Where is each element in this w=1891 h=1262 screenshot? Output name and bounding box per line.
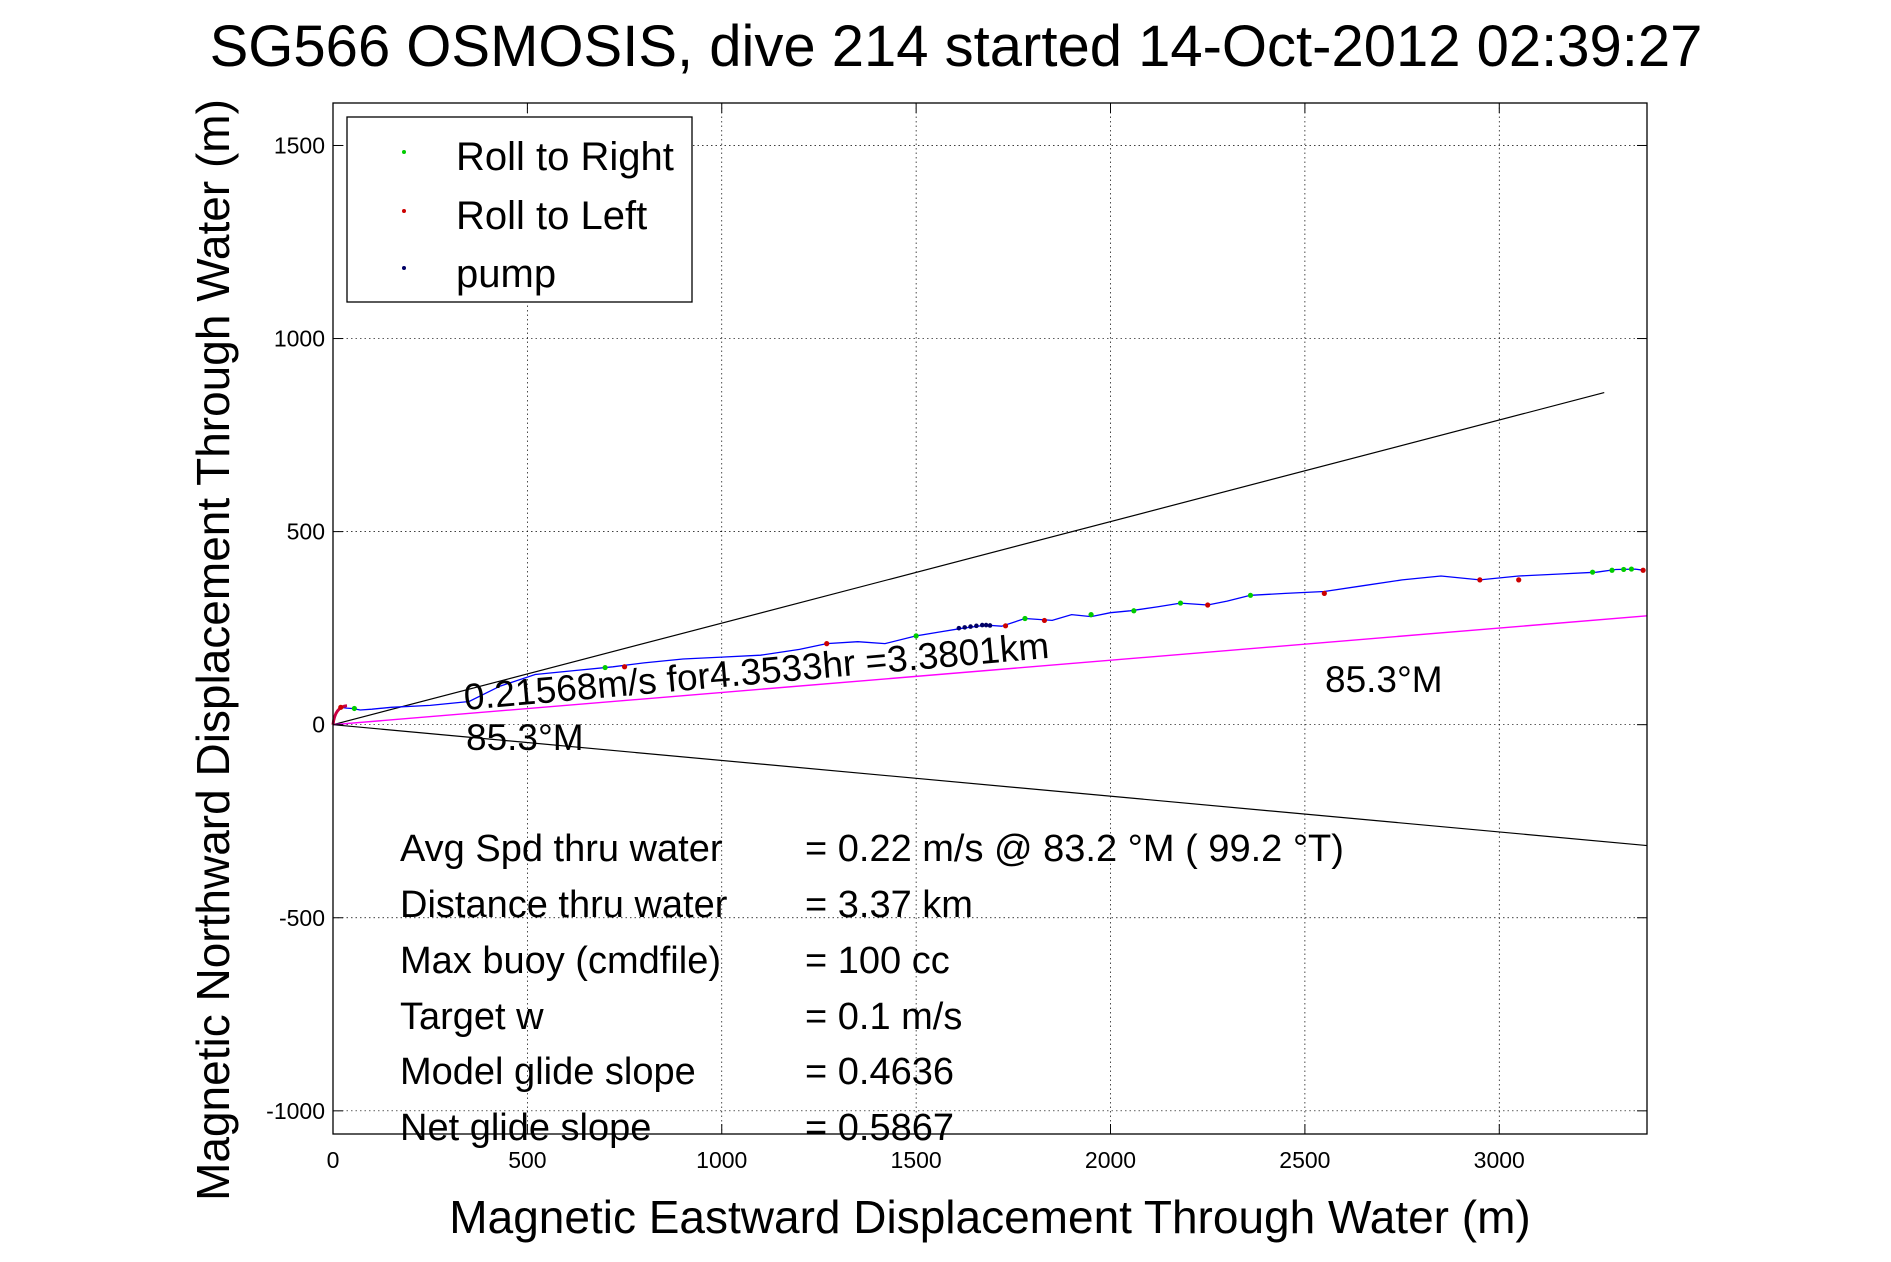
- roll-left-marker: [1477, 577, 1483, 583]
- marker-group: [338, 566, 1646, 712]
- tick-group: 0 500 1000 1500 2000 2500 3000 -1000 -500 0 500 100…: [266, 103, 1647, 1173]
- y-tick-label: 1000: [274, 326, 325, 352]
- stat-value: = 0.5867: [805, 1107, 954, 1149]
- roll-right-marker: [1628, 566, 1635, 572]
- legend: Roll to Right Roll to Left pump: [346, 116, 693, 303]
- x-axis-label: Magnetic Eastward Displacement Through W…: [449, 1191, 1530, 1243]
- y-tick-label: 500: [287, 519, 325, 545]
- roll-left-marker: [1205, 602, 1211, 608]
- stat-label: Model glide slope: [400, 1051, 696, 1093]
- x-tick-label: 1000: [696, 1147, 747, 1173]
- envelope-lines: [332, 392, 1648, 847]
- pump-marker: [979, 622, 985, 628]
- roll-right-marker: [1022, 615, 1028, 622]
- roll-left-marker: [1640, 567, 1646, 573]
- pump-marker: [987, 623, 993, 628]
- roll-left-marker: [1516, 577, 1522, 583]
- y-tick-label: -500: [279, 905, 325, 931]
- x-tick-label: 3000: [1474, 1147, 1525, 1173]
- roll-right-marker: [602, 664, 608, 671]
- heading-start-annotation: 85.3°M: [466, 717, 584, 758]
- y-axis-label: Magnetic Northward Displacement Through …: [187, 99, 239, 1201]
- roll-left-marker: [1002, 623, 1009, 629]
- stat-label: Max buoy (cmdfile): [400, 940, 721, 982]
- envelope-line-lower: [332, 724, 1648, 847]
- heading-end-annotation: 85.3°M: [1325, 659, 1443, 700]
- stat-value: = 0.1 m/s: [805, 996, 962, 1038]
- legend-label-roll-right: Roll to Right: [456, 135, 674, 179]
- heading-line: [332, 615, 1648, 726]
- x-tick-label: 2500: [1279, 1147, 1330, 1173]
- stat-value: = 0.22 m/s @ 83.2 °M ( 99.2 °T): [805, 828, 1344, 870]
- stat-label: Avg Spd thru water: [400, 828, 723, 870]
- pump-marker: [968, 624, 973, 629]
- roll-right-marker: [1177, 600, 1184, 606]
- y-tick-label: 1500: [274, 132, 325, 158]
- roll-left-marker: [824, 640, 830, 647]
- stat-label: Distance thru water: [400, 884, 728, 926]
- x-tick-label: 500: [508, 1147, 546, 1173]
- envelope-line-upper: [332, 392, 1605, 726]
- stat-value: = 100 cc: [805, 940, 950, 982]
- legend-marker-pump: [402, 266, 406, 270]
- roll-right-marker: [913, 633, 919, 639]
- stat-value: = 0.4636: [805, 1051, 954, 1093]
- pump-marker: [983, 622, 989, 628]
- chart-title: SG566 OSMOSIS, dive 214 started 14-Oct-2…: [210, 14, 1703, 79]
- stats-block: Avg Spd thru water = 0.22 m/s @ 83.2 °M …: [400, 828, 1344, 1149]
- roll-right-marker: [1589, 569, 1596, 575]
- axes-box: [332, 102, 1648, 1135]
- stat-label: Net glide slope: [400, 1107, 651, 1149]
- roll-left-marker: [1041, 617, 1048, 624]
- pump-marker: [956, 625, 962, 631]
- x-tick-label: 0: [327, 1147, 340, 1173]
- roll-right-marker: [1621, 566, 1627, 573]
- pump-marker: [962, 625, 968, 630]
- roll-right-marker: [351, 705, 357, 712]
- x-tick-label: 1500: [891, 1147, 942, 1173]
- heading-line-group: [332, 615, 1648, 726]
- roll-right-marker: [1609, 567, 1615, 573]
- roll-left-marker: [1321, 590, 1327, 597]
- roll-right-marker: [1247, 592, 1254, 598]
- roll-left-marker: [621, 664, 628, 670]
- legend-marker-roll-left: [402, 209, 406, 213]
- roll-right-marker: [1088, 612, 1094, 618]
- legend-marker-roll-right: [402, 150, 406, 154]
- x-tick-label: 2000: [1085, 1147, 1136, 1173]
- legend-label-roll-left: Roll to Left: [456, 194, 647, 238]
- pump-marker: [974, 623, 979, 629]
- y-tick-label: -1000: [266, 1098, 325, 1124]
- y-tick-label: 0: [312, 712, 325, 738]
- roll-left-marker: [338, 704, 344, 710]
- stat-value: = 3.37 km: [805, 884, 973, 926]
- roll-right-marker: [1131, 608, 1137, 614]
- legend-label-pump: pump: [456, 252, 556, 296]
- stat-label: Target w: [400, 996, 544, 1038]
